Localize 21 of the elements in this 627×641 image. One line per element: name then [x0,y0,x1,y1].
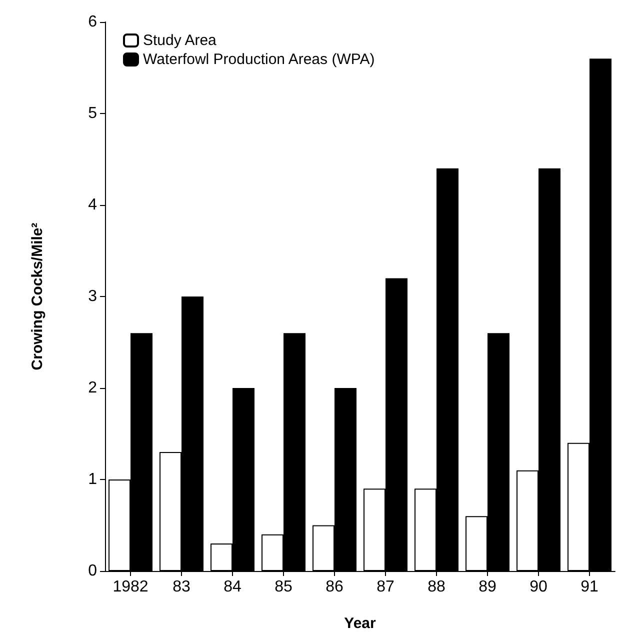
x-tick-label: 89 [478,578,496,596]
x-tick-label: 1982 [112,578,148,596]
x-tick-label: 84 [224,578,242,596]
x-tick-label: 88 [428,578,446,596]
y-tick-label: 0 [88,562,98,580]
y-tick-label: 5 [88,105,98,122]
x-tick-label: 87 [376,578,394,596]
legend-label: Study Area [143,32,218,49]
y-tick-label: 2 [88,380,98,396]
x-axis-title: Year [344,615,376,632]
x-tick-label: 83 [172,578,190,596]
y-tick-label: 4 [88,196,98,214]
y-axis-title: Crowing Cocks/Mile² [29,222,46,370]
x-tick-label: 90 [530,578,548,596]
y-tick-label: 1 [88,471,98,488]
x-tick-label: 91 [580,578,598,596]
y-tick-label: 6 [88,14,98,30]
y-tick-label: 3 [88,288,98,305]
legend-label: Waterfowl Production Areas (WPA) [143,51,375,68]
x-tick-label: 86 [326,578,344,596]
x-tick-label: 85 [274,578,292,596]
